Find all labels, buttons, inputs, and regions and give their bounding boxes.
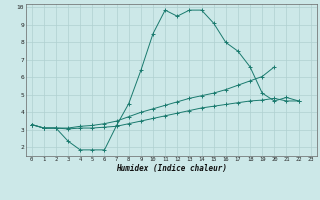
X-axis label: Humidex (Indice chaleur): Humidex (Indice chaleur) xyxy=(116,164,227,173)
